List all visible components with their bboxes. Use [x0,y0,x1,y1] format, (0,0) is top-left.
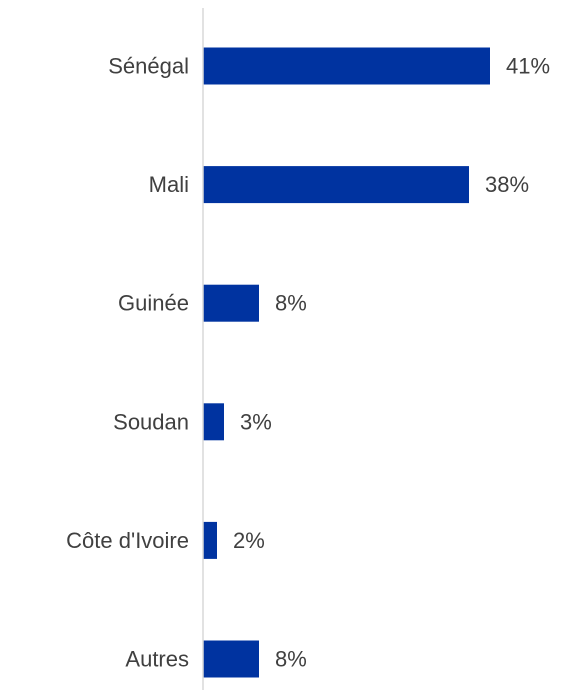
bar-0 [203,47,490,85]
value-label: 3% [240,409,272,434]
category-label: Soudan [113,409,189,434]
value-label: 2% [233,528,265,553]
labels-layer: Sénégal 41% Mali 38% Guinée 8% Soudan 3% Côte d'… [66,54,550,672]
category-label: Autres [125,647,189,672]
bars-layer [203,47,490,678]
bar-5 [203,640,259,678]
value-label: 38% [485,172,529,197]
bar-2 [203,284,259,322]
value-label: 41% [506,54,550,79]
bar-4 [203,521,217,559]
category-label: Sénégal [108,54,189,79]
value-label: 8% [275,647,307,672]
category-label: Côte d'Ivoire [66,528,189,553]
bar-1 [203,166,469,204]
category-label: Mali [149,172,189,197]
bar-3 [203,403,224,441]
category-label: Guinée [118,291,189,316]
value-label: 8% [275,291,307,316]
